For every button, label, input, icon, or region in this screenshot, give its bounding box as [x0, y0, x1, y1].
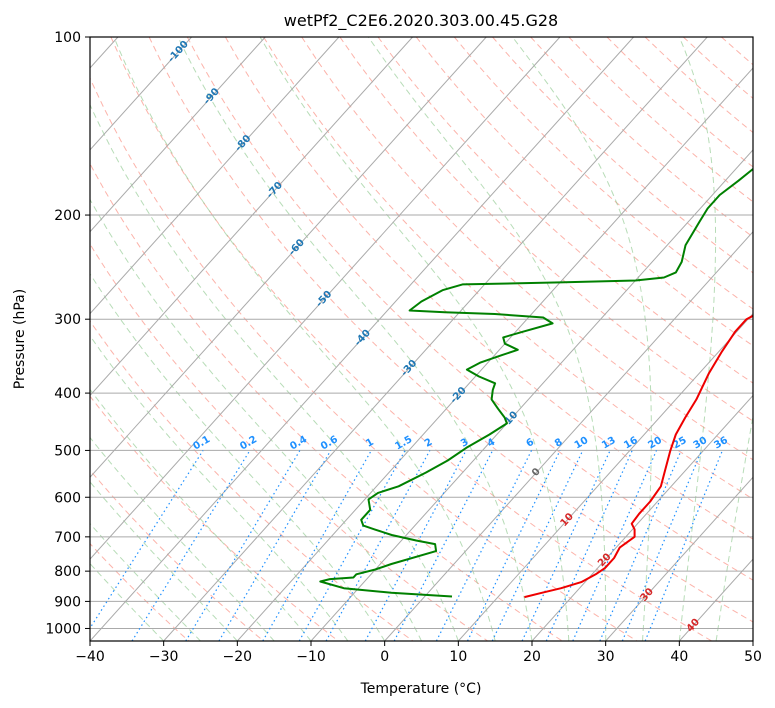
- y-axis-label: Pressure (hPa): [12, 289, 28, 389]
- isotherm-line: [163, 37, 708, 641]
- dry-adiabat: [90, 243, 488, 641]
- y-tick-label: 800: [54, 564, 81, 580]
- x-axis-ticks: −40 −30 −20 −10 0 10 20 30 40 50: [75, 641, 762, 665]
- x-tick-label: 20: [523, 649, 541, 665]
- x-axis-label: Temperature (°C): [360, 681, 482, 697]
- mixing-ratio-line: [325, 450, 431, 641]
- mixing-ratio-line: [218, 450, 332, 641]
- y-tick-label: 300: [54, 312, 81, 328]
- isotherm-line: [384, 230, 753, 641]
- x-tick-label: −10: [296, 649, 326, 665]
- y-axis-ticks: 100 200 300 400 500 600 700 800 900 1000: [45, 30, 90, 637]
- mixing-ratio-label: 6: [525, 437, 537, 450]
- dry-adiabat: [110, 37, 712, 641]
- mixing-ratio-line: [466, 450, 561, 641]
- y-tick-label: 600: [54, 490, 81, 506]
- moist-adiabat: [715, 413, 753, 641]
- x-tick-label: 10: [449, 649, 467, 665]
- dry-adiabat: [90, 469, 264, 641]
- mixing-ratio-line: [572, 450, 658, 641]
- dry-adiabat: [186, 37, 753, 581]
- mixing-ratio-label: 2: [423, 437, 435, 450]
- isotherm-line: [90, 37, 340, 315]
- moist-adiabat: [90, 436, 275, 641]
- dry-adiabat: [263, 37, 753, 500]
- mixing-ratio-line: [599, 450, 682, 641]
- moist-adiabat: [90, 103, 459, 641]
- mixing-ratio-line: [621, 450, 703, 641]
- isotherm-line: [90, 37, 634, 641]
- y-tick-label: 1000: [45, 621, 81, 637]
- mixing-ratio-line: [185, 450, 301, 641]
- y-tick-label: 400: [54, 386, 81, 402]
- x-tick-label: 50: [744, 649, 762, 665]
- y-tick-label: 700: [54, 530, 81, 546]
- mixing-ratio-line: [491, 450, 584, 641]
- mixing-ratio-label: 3: [459, 437, 471, 450]
- moist-adiabat: [113, 37, 496, 641]
- y-tick-label: 200: [54, 208, 81, 224]
- background-lines: [90, 37, 753, 641]
- isotherm-line: [236, 67, 753, 641]
- moist-adiabat: [678, 37, 717, 641]
- mixing-ratio-label: 8: [553, 437, 565, 450]
- isotherm-line: [90, 37, 192, 151]
- moist-adiabat: [90, 273, 386, 641]
- moist-adiabat: [177, 37, 533, 641]
- moist-adiabat: [367, 37, 607, 641]
- y-tick-label: 900: [54, 594, 81, 610]
- dry-adiabat: [301, 37, 753, 461]
- y-tick-label: 100: [54, 30, 81, 46]
- dry-adiabat: [90, 76, 638, 641]
- dry-adiabat: [90, 162, 563, 641]
- x-tick-label: −40: [75, 649, 105, 665]
- mixing-ratio-line: [521, 450, 611, 641]
- isotherm-line: [90, 37, 561, 560]
- isotherm-line: [605, 476, 753, 641]
- x-tick-label: 40: [670, 649, 688, 665]
- x-tick-label: −20: [223, 649, 253, 665]
- dry-adiabat: [148, 37, 753, 623]
- mixing-ratio-line: [298, 450, 406, 641]
- isotherm-line: [310, 149, 753, 641]
- plot-frame: [89, 36, 754, 642]
- x-tick-label: 30: [597, 649, 615, 665]
- isotherm-line: [90, 37, 487, 479]
- moist-adiabat: [90, 481, 238, 641]
- chart-title: wetPf2_C2E6.2020.303.00.45.G28: [284, 11, 558, 31]
- x-tick-label: 0: [380, 649, 389, 665]
- mixing-ratio-label: 1: [364, 437, 376, 450]
- dewpoint-line: [319, 167, 753, 598]
- mixing-ratio-line: [90, 450, 204, 630]
- moist-adiabat: [90, 334, 349, 641]
- profile-lines: [319, 167, 753, 599]
- mixing-ratio-line: [545, 450, 633, 641]
- isotherm-line: [531, 394, 753, 641]
- mixing-ratio-line: [131, 450, 251, 641]
- mixing-ratio-label: 4: [486, 437, 498, 450]
- isotherm-line: [90, 37, 413, 397]
- temperature-line: [524, 314, 753, 599]
- y-tick-label: 500: [54, 443, 81, 459]
- mixing-ratio-line: [644, 450, 723, 641]
- dry-adiabat: [339, 37, 753, 422]
- dry-adiabat: [90, 395, 339, 641]
- isotherm-line: [90, 37, 266, 233]
- x-tick-label: −30: [149, 649, 179, 665]
- mixing-ratio-line: [262, 450, 372, 641]
